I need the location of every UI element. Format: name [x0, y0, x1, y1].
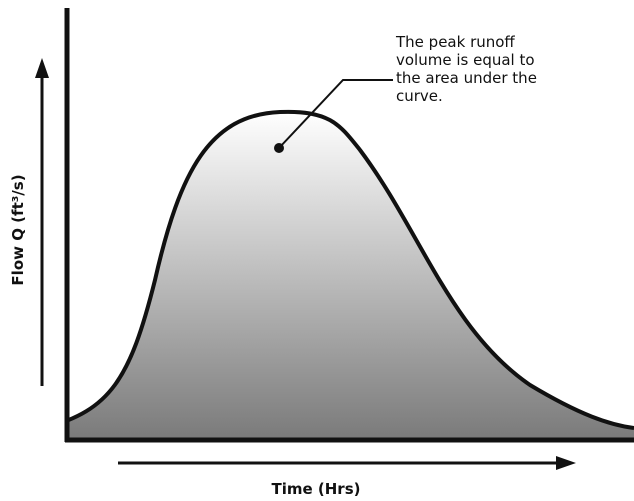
y-arrow-head	[35, 58, 49, 78]
annotation-line: volume is equal to	[396, 51, 535, 69]
annotation-line: the area under the	[396, 69, 537, 87]
hydrograph-curve	[44, 109, 634, 430]
annotation-leader	[278, 79, 393, 149]
x-arrow-head	[556, 456, 576, 470]
annotation-line: The peak runoff	[395, 33, 515, 51]
area-under-curve	[45, 111, 634, 440]
x-axis-label: Time (Hrs)	[272, 480, 361, 498]
left-panel-mask	[0, 0, 65, 441]
annotation-line: curve.	[396, 87, 443, 105]
y-axis-label: Flow Q (ft³/s)	[9, 174, 27, 285]
